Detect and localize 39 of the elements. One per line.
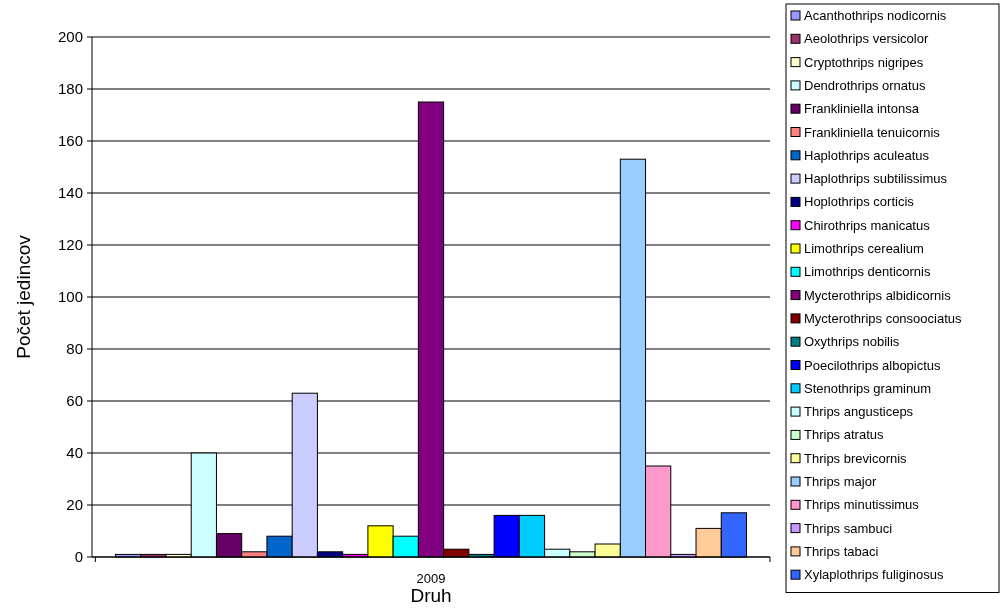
y-tick-label: 60 — [66, 392, 83, 410]
legend-label: Chirothrips manicatus — [804, 217, 931, 233]
legend-label: Stenothrips graminum — [804, 380, 932, 396]
legend-label: Thrips atratus — [804, 427, 884, 443]
legend-label: Limothrips denticornis — [804, 264, 931, 280]
legend-label: Thrips sambuci — [804, 520, 893, 536]
y-tick-label: 40 — [66, 444, 83, 462]
legend-label: Dendrothrips ornatus — [804, 77, 926, 93]
legend-label: Mycterothrips consoociatus — [804, 310, 963, 326]
legend-label: Haplothrips subtilissimus — [804, 171, 948, 187]
legend-label: Oxythrips nobilis — [804, 334, 900, 350]
legend-label: Frankliniella tenuicornis — [804, 124, 941, 140]
y-axis-title: Počet jedincov — [13, 234, 34, 359]
y-tick-label: 0 — [74, 548, 83, 566]
y-tick-label: 160 — [57, 132, 83, 150]
legend-label: Thrips minutissimus — [804, 497, 920, 513]
legend-label: Thrips tabaci — [804, 543, 879, 559]
legend-label: Thrips brevicornis — [804, 450, 908, 466]
legend-label: Haplothrips aculeatus — [804, 147, 930, 163]
legend-label: Hoplothrips corticis — [804, 194, 915, 210]
x-tick-label: 2009 — [416, 571, 446, 586]
y-tick-label: 200 — [57, 28, 83, 46]
legend-label: Thrips angusticeps — [804, 404, 914, 420]
legend-label: Xylaplothrips fuliginosus — [804, 567, 944, 583]
x-axis-title: Druh — [410, 585, 452, 606]
y-tick-label: 180 — [57, 80, 83, 98]
legend-label: Frankliniella intonsa — [804, 101, 920, 117]
y-tick-label: 120 — [57, 236, 83, 254]
legend-label: Mycterothrips albidicornis — [804, 287, 952, 303]
legend-label: Aeolothrips versicolor — [804, 31, 929, 47]
y-tick-label: 20 — [66, 496, 83, 514]
y-tick-label: 80 — [66, 340, 83, 358]
legend-label: Cryptothrips nigripes — [804, 54, 924, 70]
legend-label: Thrips major — [804, 474, 877, 490]
legend-label: Poecilothrips albopictus — [804, 357, 942, 373]
y-tick-label: 100 — [57, 288, 83, 306]
legend-label: Acanthothrips nodicornis — [804, 8, 947, 24]
legend-label: Limothrips cerealium — [804, 241, 924, 257]
y-tick-label: 140 — [57, 184, 83, 202]
